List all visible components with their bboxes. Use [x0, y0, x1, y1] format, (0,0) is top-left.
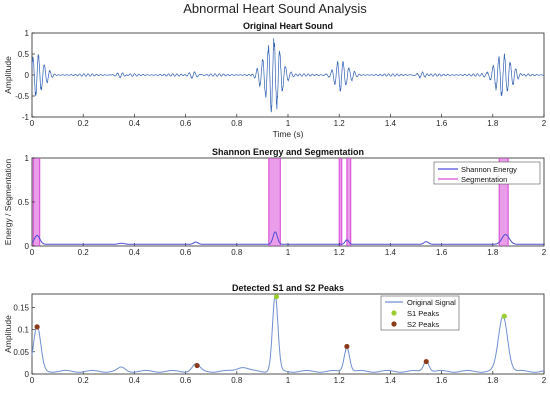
s2-peak-point — [423, 358, 429, 365]
panel3-legend: Original Signal S1 Peaks S2 Peaks — [380, 295, 460, 331]
xtick-label: 1.8 — [487, 248, 499, 257]
xtick-label: 1.4 — [385, 248, 397, 257]
legend-original-signal-label: Original Signal — [407, 298, 456, 307]
s2-peak-point — [344, 343, 350, 350]
xtick-label: 0.4 — [129, 119, 141, 128]
panel3-ylabel: Amplitude — [3, 315, 13, 353]
xtick-label: 2 — [542, 248, 547, 257]
s2-peak-point — [194, 362, 200, 369]
s1-peak-point — [273, 294, 280, 300]
xtick-label: 0.4 — [129, 376, 141, 385]
segmentation-band — [346, 158, 351, 246]
ytick-label: 1 — [25, 154, 30, 163]
xtick-label: 2 — [542, 376, 547, 385]
ytick-label: -1 — [22, 113, 30, 122]
xtick-label: 0.8 — [231, 248, 243, 257]
xtick-label: 1.8 — [487, 376, 499, 385]
panel1-xlabel: Time (s) — [273, 129, 304, 139]
panel2-title: Shannon Energy and Segmentation — [212, 147, 364, 157]
xtick-label: 1.6 — [436, 376, 448, 385]
ytick-label: -0.5 — [15, 92, 29, 101]
panel1-title: Original Heart Sound — [243, 21, 333, 31]
xtick-label: 1.2 — [334, 376, 346, 385]
legend-energy-label: Shannon Energy — [461, 165, 517, 174]
xtick-label: 1.2 — [334, 248, 346, 257]
legend-s2-swatch — [391, 321, 397, 327]
legend-s1-label: S1 Peaks — [407, 309, 439, 318]
ytick-label: 1 — [25, 29, 30, 38]
xtick-label: 0.2 — [78, 248, 90, 257]
figure-title: Abnormal Heart Sound Analysis — [183, 1, 367, 16]
xtick-label: 0.6 — [180, 119, 192, 128]
panel3-signal-line — [31, 294, 545, 373]
s1-peak-point — [501, 313, 507, 319]
panel3-axes-box — [31, 293, 545, 375]
panel-shannon-energy: Shannon Energy and Segmentation Energy /… — [3, 147, 547, 257]
legend-segmentation-label: Segmentation — [461, 175, 507, 184]
s2-peak-point — [34, 324, 40, 330]
legend-s1-swatch — [391, 310, 397, 316]
xtick-label: 0.6 — [180, 376, 192, 385]
panel2-ylabel: Energy / Segmentation — [3, 159, 13, 246]
panel2-legend-box — [433, 161, 541, 185]
ytick-label: 0 — [25, 242, 30, 251]
xtick-label: 0.8 — [231, 119, 243, 128]
legend-s2-label: S2 Peaks — [407, 320, 439, 329]
xtick-label: 1.6 — [436, 119, 448, 128]
xtick-label: 1 — [286, 248, 291, 257]
ytick-label: 0 — [25, 370, 30, 379]
xtick-label: 1.4 — [385, 119, 397, 128]
ytick-label: 0.15 — [13, 303, 29, 312]
xtick-label: 1.6 — [436, 248, 448, 257]
xtick-label: 0 — [30, 248, 35, 257]
xtick-label: 0.2 — [78, 119, 90, 128]
ytick-label: 0.05 — [13, 348, 29, 357]
segmentation-band — [268, 158, 281, 246]
ytick-label: 0.5 — [18, 50, 30, 59]
panel1-signal-line — [31, 38, 544, 113]
xtick-label: 1.4 — [385, 376, 397, 385]
ytick-label: 0 — [25, 71, 30, 80]
xtick-label: 0 — [30, 119, 35, 128]
segmentation-band — [499, 158, 509, 246]
xtick-label: 1.8 — [487, 119, 499, 128]
ytick-label: 0.5 — [18, 198, 30, 207]
xtick-label: 2 — [542, 119, 547, 128]
panel-original-heart-sound: Original Heart Sound Amplitude Time (s) … — [3, 21, 547, 139]
panel2-legend: Shannon Energy Segmentation — [433, 161, 541, 185]
xtick-label: 1.2 — [334, 119, 346, 128]
panel-detected-peaks: Detected S1 and S2 Peaks Amplitude 0 0.2 0… — [3, 283, 547, 385]
xtick-label: 0.8 — [231, 376, 243, 385]
panel2-energy-line — [31, 231, 544, 245]
segmentation-band — [339, 158, 342, 246]
xtick-label: 0.2 — [78, 376, 90, 385]
panel3-title: Detected S1 and S2 Peaks — [232, 283, 344, 293]
xtick-label: 0 — [30, 376, 35, 385]
xtick-label: 0.6 — [180, 248, 192, 257]
xtick-label: 1 — [286, 119, 291, 128]
xtick-label: 0.4 — [129, 248, 141, 257]
ytick-label: 0.1 — [18, 326, 30, 335]
segmentation-band — [33, 158, 40, 246]
panel1-ylabel: Amplitude — [3, 56, 13, 94]
xtick-label: 1 — [286, 376, 291, 385]
